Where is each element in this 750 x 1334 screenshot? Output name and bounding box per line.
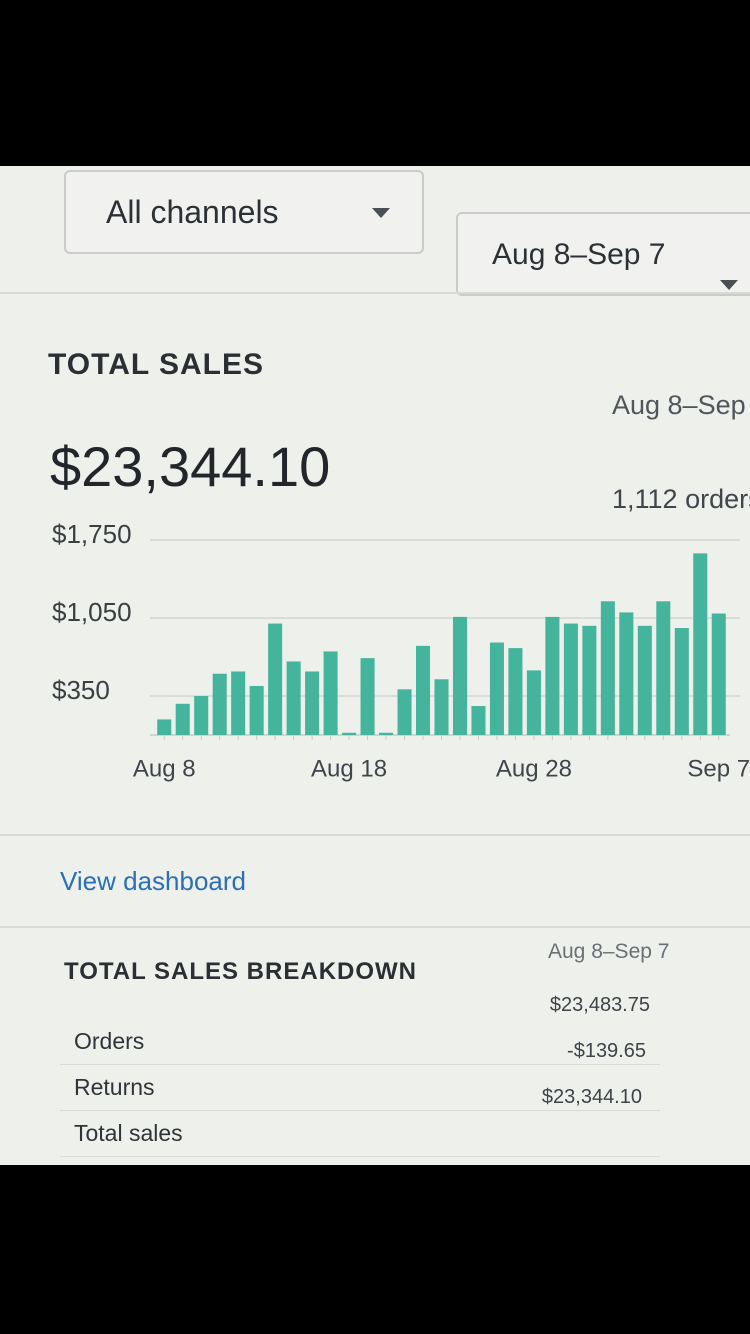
channel-label: All channels [106,194,279,230]
row-divider [60,1064,660,1065]
date-select[interactable]: Aug 8–Sep 7 [456,212,750,296]
caret [372,208,390,218]
caret [720,280,738,290]
date-label: Aug 8–Sep 7 [492,238,666,271]
date-range: Aug 8–Sep 7 [612,390,750,420]
row-value: $23,483.75 [549,994,650,1016]
row-value: $23,344.10 [541,1086,642,1108]
row-label: Orders [74,1028,145,1054]
dashboard-link[interactable]: View dashboard [60,866,246,896]
section-title: TOTAL SALES [48,348,265,381]
breakdown-title: TOTAL SALES BREAKDOWN [64,958,418,985]
divider [0,926,750,928]
row-value: -$139.65 [567,1040,646,1062]
total-amount: $23,344.10 [50,435,331,498]
row-divider [60,1156,660,1157]
row-divider [60,1110,660,1111]
divider [0,292,750,294]
channel-select[interactable]: All channels [64,170,424,254]
order-count: 1,112 orders [612,484,750,514]
row-label: Total sales [74,1120,183,1146]
breakdown-date: Aug 8–Sep 7 [548,940,670,963]
row-label: Returns [74,1074,155,1100]
divider [0,834,750,836]
screen: All channels Aug 8–Sep 7 TOTAL SALES Aug… [0,166,750,1165]
